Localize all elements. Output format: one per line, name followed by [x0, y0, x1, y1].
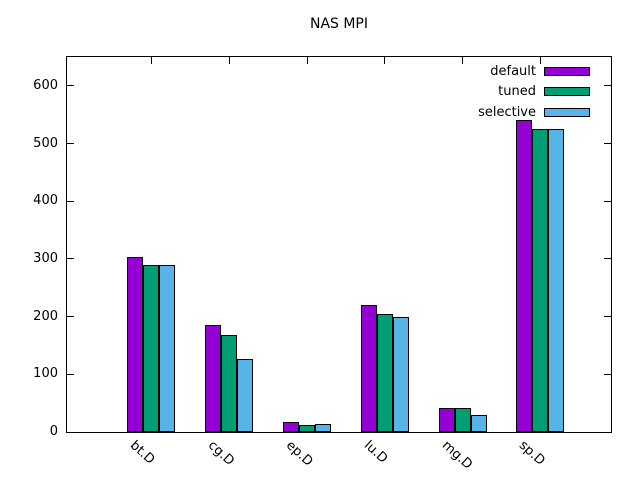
bar-default-sp.D	[516, 120, 533, 432]
bar-tuned-bt.D	[143, 264, 160, 432]
bar-selective-ep.D	[315, 423, 332, 432]
bar-tuned-lu.D	[376, 313, 393, 432]
y-tick-mark-left	[67, 85, 74, 87]
y-tick-label: 0	[49, 424, 58, 439]
legend-label: default	[490, 63, 536, 79]
bar-tuned-ep.D	[299, 424, 316, 432]
y-tick-mark-right	[604, 143, 611, 145]
legend-label: tuned	[498, 84, 536, 100]
x-tick-mark-top	[539, 57, 541, 64]
y-tick-label: 500	[33, 135, 58, 151]
plot-area	[66, 56, 612, 433]
y-tick-mark-right	[604, 200, 611, 202]
x-tick-label: ep.D	[283, 438, 316, 470]
chart-title: NAS MPI	[309, 16, 369, 32]
legend-label: selective	[478, 104, 536, 120]
y-tick-label: 100	[33, 366, 58, 382]
bar-tuned-sp.D	[532, 128, 549, 432]
y-tick-label: 600	[33, 77, 58, 93]
bar-selective-mg.D	[470, 414, 487, 432]
x-tick-label: mg.D	[438, 438, 475, 473]
bar-default-cg.D	[205, 325, 222, 432]
x-tick-label: lu.D	[360, 438, 391, 467]
bar-selective-lu.D	[392, 317, 409, 432]
y-tick-mark-left	[67, 316, 74, 318]
y-tick-label: 200	[33, 308, 58, 324]
bar-default-mg.D	[438, 408, 455, 432]
bar-tuned-cg.D	[221, 335, 238, 432]
y-tick-mark-left	[67, 143, 74, 145]
legend-swatch	[544, 107, 590, 117]
x-tick-mark-top	[306, 57, 308, 64]
y-tick-mark-right	[604, 316, 611, 318]
legend-item-tuned: tuned	[390, 82, 590, 103]
x-tick-label: bt.D	[127, 438, 158, 468]
y-tick-mark-left	[67, 258, 74, 260]
y-tick-mark-left	[67, 200, 74, 202]
bar-default-lu.D	[360, 304, 377, 432]
legend-item-default: default	[390, 61, 590, 82]
x-tick-label: sp.D	[516, 438, 549, 469]
bar-default-ep.D	[283, 421, 300, 432]
legend-swatch	[544, 66, 590, 76]
bar-default-bt.D	[127, 257, 144, 432]
x-tick-label: cg.D	[205, 438, 238, 469]
legend-item-selective: selective	[390, 102, 590, 123]
y-tick-label: 400	[33, 193, 58, 209]
legend-swatch	[544, 87, 590, 97]
y-tick-mark-right	[604, 258, 611, 260]
y-tick-mark-left	[67, 373, 74, 375]
y-tick-mark-right	[604, 373, 611, 375]
x-tick-mark-top	[150, 57, 152, 64]
x-tick-mark-top	[462, 57, 464, 64]
x-tick-mark-top	[384, 57, 386, 64]
bar-selective-cg.D	[237, 359, 254, 432]
bar-tuned-mg.D	[454, 407, 471, 432]
y-tick-mark-right	[604, 85, 611, 87]
bar-selective-sp.D	[548, 129, 565, 432]
x-tick-mark-top	[228, 57, 230, 64]
bar-selective-bt.D	[159, 265, 176, 432]
legend: default tuned selective	[390, 61, 590, 123]
y-tick-label: 300	[33, 250, 58, 266]
